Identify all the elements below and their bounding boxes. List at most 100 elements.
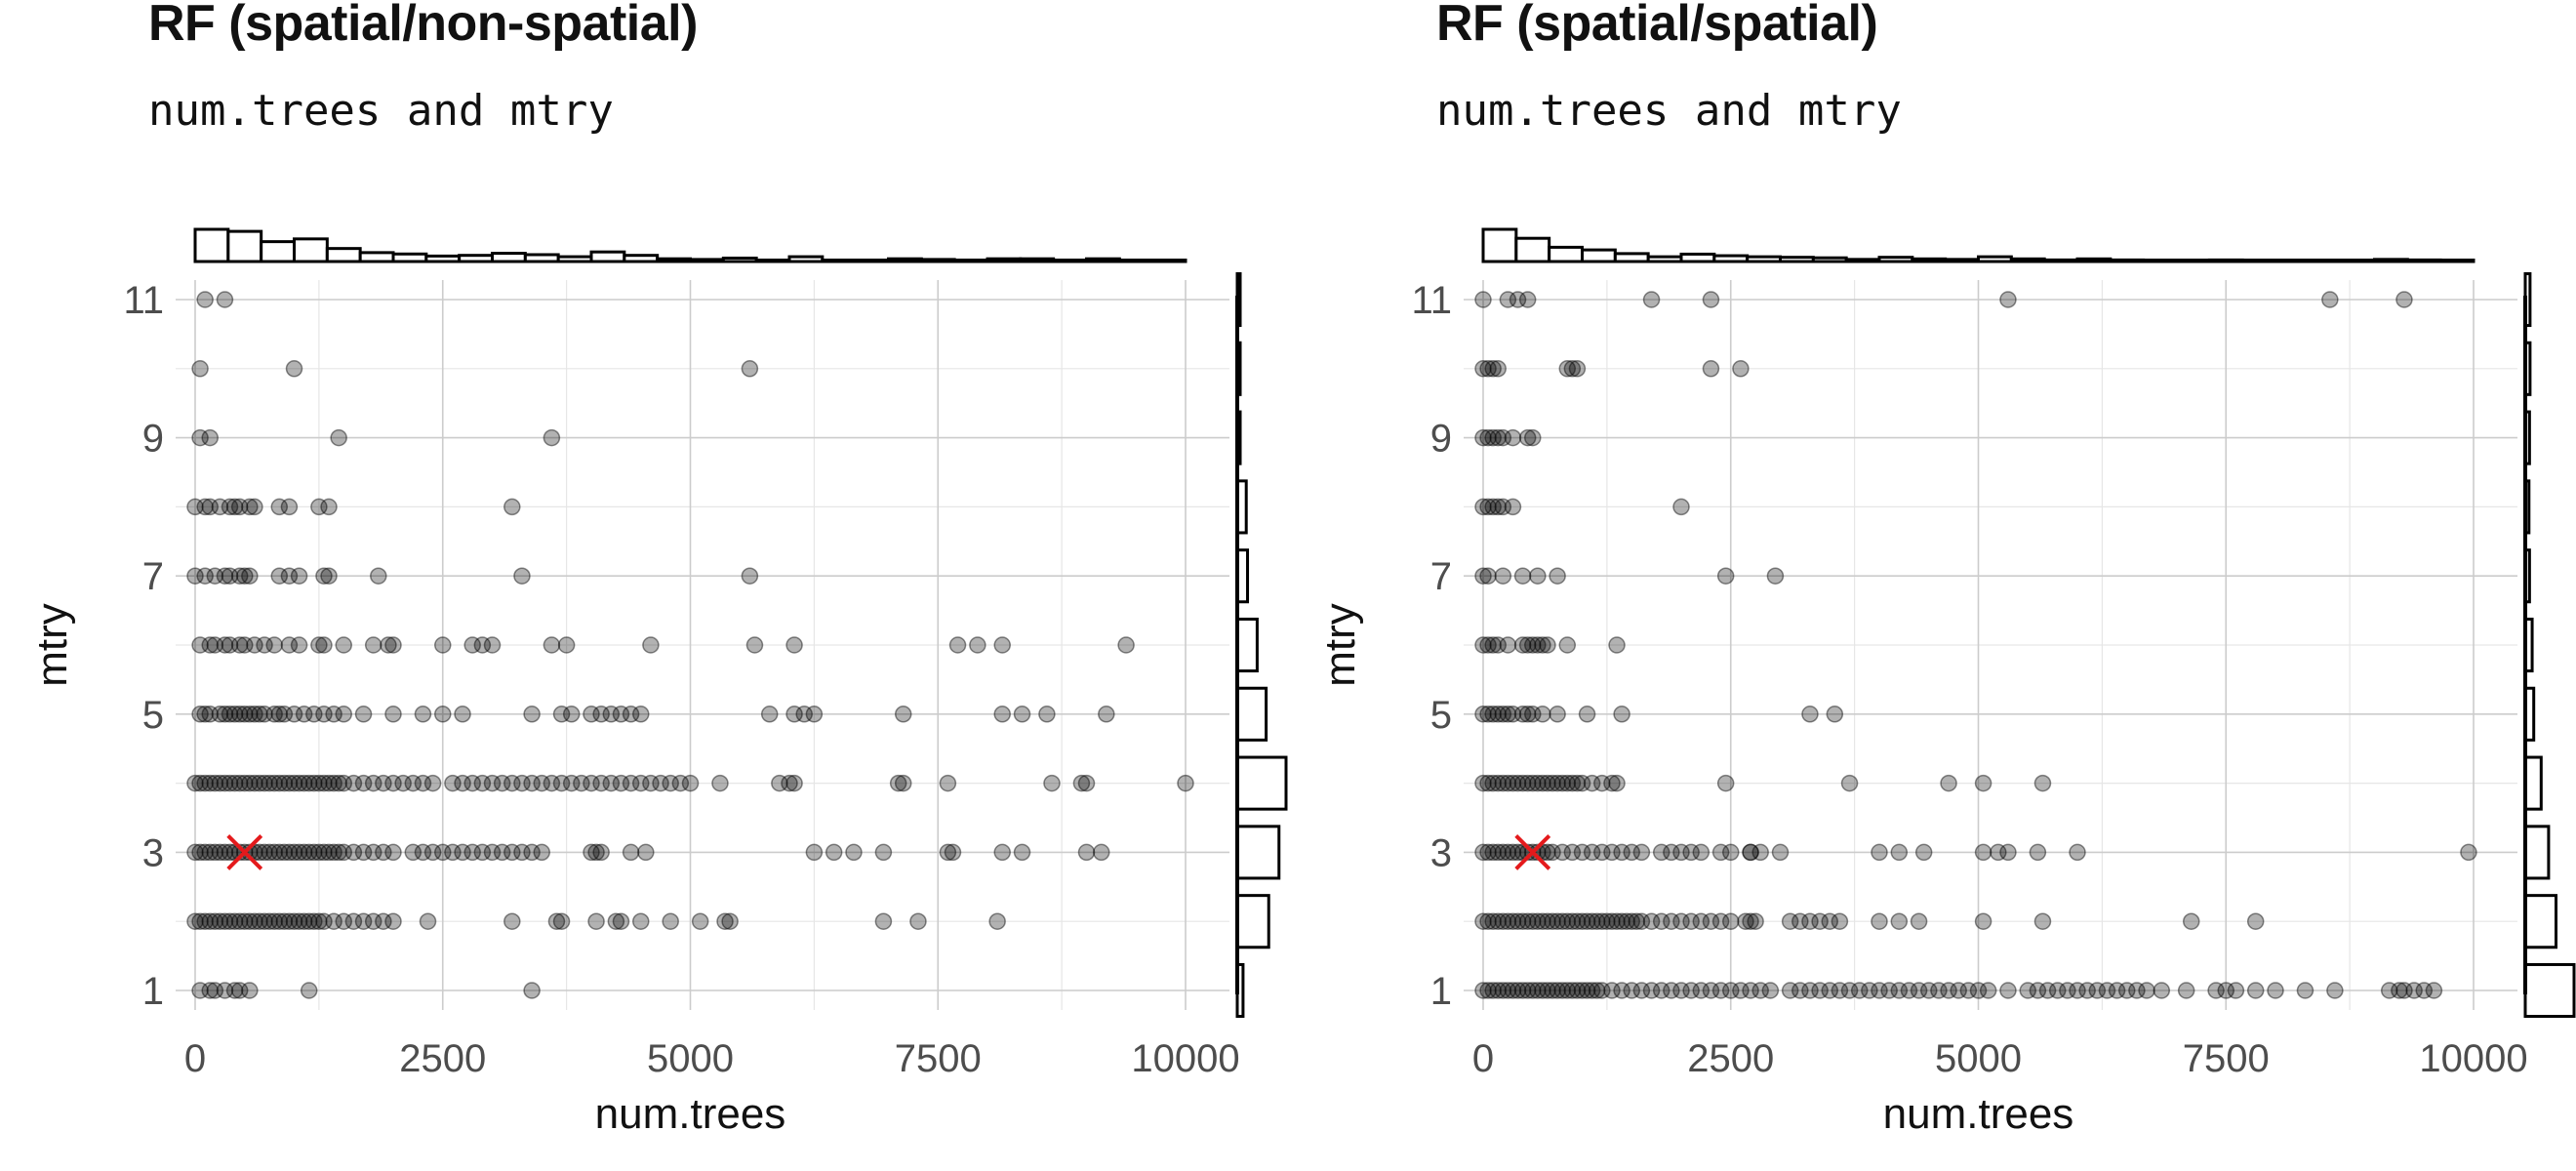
data-point xyxy=(493,843,511,862)
data-point xyxy=(310,774,328,792)
data-point xyxy=(221,567,239,585)
data-point xyxy=(315,636,333,654)
data-point xyxy=(315,774,333,792)
data-point xyxy=(2246,912,2265,930)
data-point xyxy=(1890,982,1909,999)
data-point xyxy=(1098,706,1115,723)
data-point xyxy=(592,774,610,792)
data-point xyxy=(1588,982,1606,999)
data-point xyxy=(444,843,462,862)
data-point xyxy=(1518,912,1537,930)
data-point xyxy=(1518,636,1537,654)
data-point xyxy=(201,428,219,447)
data-point xyxy=(473,843,492,862)
x-tick-label: 0 xyxy=(184,1037,206,1080)
data-point xyxy=(354,774,373,792)
data-point xyxy=(1940,774,1957,792)
histogram-bar xyxy=(1811,256,1848,263)
data-point xyxy=(280,843,299,862)
data-point xyxy=(434,843,452,862)
data-point xyxy=(993,843,1011,862)
best-marker-stroke xyxy=(226,833,263,870)
data-point xyxy=(1494,428,1512,447)
data-point xyxy=(969,636,986,654)
data-point xyxy=(1549,912,1566,930)
data-point xyxy=(186,498,204,516)
data-point xyxy=(1544,982,1561,999)
data-point xyxy=(196,774,214,792)
data-point xyxy=(2048,982,2067,999)
data-point xyxy=(216,982,234,999)
data-point xyxy=(1871,982,1888,999)
data-point xyxy=(246,498,263,516)
data-point xyxy=(335,843,352,862)
data-point xyxy=(270,498,289,516)
data-point xyxy=(325,706,342,723)
data-point xyxy=(295,774,313,792)
data-point xyxy=(483,843,502,862)
data-point xyxy=(1583,774,1601,792)
data-point xyxy=(454,774,471,792)
data-point xyxy=(1513,912,1532,930)
histogram-bar xyxy=(1235,755,1288,811)
data-point xyxy=(2029,982,2047,999)
data-point xyxy=(256,843,273,862)
data-point xyxy=(1529,912,1547,930)
data-point xyxy=(354,706,373,723)
data-point xyxy=(1969,982,1988,999)
data-point xyxy=(280,774,299,792)
data-point xyxy=(523,982,541,999)
y-axis-title: mtry xyxy=(1316,603,1364,687)
data-point xyxy=(230,843,249,862)
data-point xyxy=(1544,843,1561,862)
data-point xyxy=(1608,636,1626,654)
data-point xyxy=(201,636,219,654)
data-point xyxy=(1821,982,1838,999)
histogram-bar xyxy=(1712,254,1750,263)
x-tick-label: 5000 xyxy=(647,1037,734,1080)
data-point xyxy=(1890,843,1909,862)
histogram-bar xyxy=(952,259,989,263)
data-point xyxy=(1484,843,1502,862)
data-point xyxy=(602,706,621,723)
right-marginal-histogram xyxy=(2523,271,2576,1019)
histogram-bar xyxy=(260,240,296,263)
data-point xyxy=(320,843,338,862)
data-point xyxy=(622,706,640,723)
data-point xyxy=(1999,982,2017,999)
data-point xyxy=(241,567,259,585)
data-point xyxy=(1494,912,1512,930)
x-tick-label: 2500 xyxy=(1687,1037,1774,1080)
data-point xyxy=(305,706,323,723)
data-point xyxy=(637,843,655,862)
data-point xyxy=(612,912,630,930)
data-point xyxy=(315,912,333,930)
data-point xyxy=(330,843,347,862)
data-point xyxy=(241,843,259,862)
data-point xyxy=(1930,982,1948,999)
chart-title: RF (spatial/non-spatial) xyxy=(148,0,698,52)
data-point xyxy=(1474,636,1492,654)
histogram-bar xyxy=(854,259,891,263)
data-point xyxy=(503,912,521,930)
histogram-bar xyxy=(2175,259,2211,263)
data-point xyxy=(1489,360,1507,378)
data-point xyxy=(483,774,502,792)
data-point xyxy=(354,912,373,930)
data-point xyxy=(1509,982,1527,999)
data-point xyxy=(370,567,387,585)
data-point xyxy=(1518,982,1537,999)
data-point xyxy=(948,636,967,654)
histogram-bar xyxy=(2207,258,2244,263)
data-point xyxy=(1751,843,1769,862)
data-point xyxy=(206,912,224,930)
histogram-bar xyxy=(1844,258,1881,263)
data-point xyxy=(1732,982,1750,999)
data-point xyxy=(1499,774,1517,792)
data-point xyxy=(315,706,333,723)
data-point xyxy=(607,912,625,930)
data-point xyxy=(1524,982,1542,999)
data-point xyxy=(652,774,669,792)
data-point xyxy=(513,774,531,792)
data-point xyxy=(1499,982,1517,999)
